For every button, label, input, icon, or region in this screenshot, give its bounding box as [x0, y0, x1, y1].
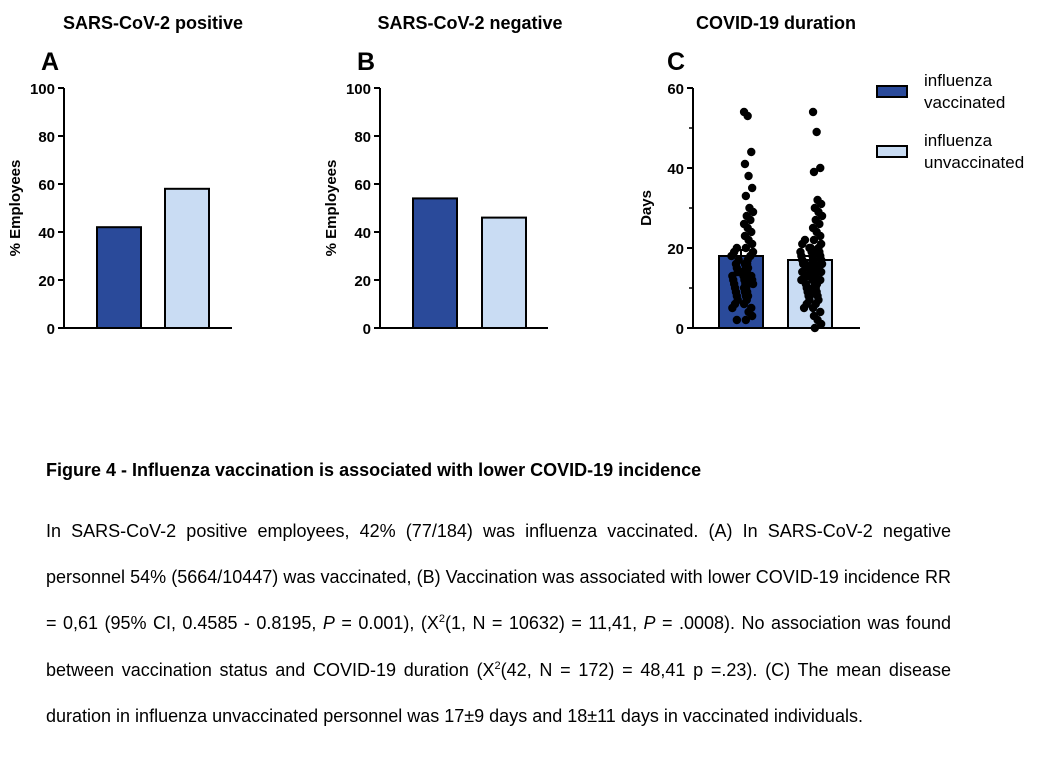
legend-label-unvaccinated-line1: influenza — [924, 131, 993, 150]
data-point-unvaccinated — [798, 239, 807, 249]
figure-charts: SARS-CoV-2 positive A % Employees 0 20 40 6… — [7, 13, 1024, 338]
y-tick-label: 60 — [354, 177, 371, 194]
data-point-unvaccinated — [815, 219, 824, 229]
y-tick-label: 80 — [354, 129, 371, 146]
data-point-unvaccinated — [816, 307, 825, 317]
panel-b-ylabel: % Employees — [323, 160, 340, 257]
panel-c-title: COVID-19 duration — [696, 13, 856, 33]
legend-label-vaccinated-line1: influenza — [924, 71, 993, 90]
data-point-vaccinated — [744, 171, 753, 181]
panel-c-ylabel: Days — [638, 190, 655, 226]
data-point-vaccinated — [747, 227, 756, 237]
caption-italic-p-2: P — [643, 613, 656, 634]
y-tick-label: 40 — [38, 225, 55, 242]
data-point-vaccinated — [747, 239, 757, 249]
y-tick-label: 40 — [667, 161, 684, 178]
y-tick-label: 20 — [354, 273, 371, 290]
panel-a-letter: A — [41, 48, 59, 76]
data-point-vaccinated — [732, 315, 742, 325]
bar-a-vaccinated — [96, 226, 142, 329]
caption-part-1: In SARS-CoV-2 positive employees, 42% (7… — [46, 521, 951, 634]
data-point-vaccinated — [748, 279, 758, 289]
y-tick-label: 40 — [354, 225, 371, 242]
y-tick-label: 0 — [363, 321, 371, 338]
bar-b-vaccinated — [412, 197, 458, 329]
data-point-vaccinated — [740, 159, 750, 169]
panel-b-letter: B — [357, 48, 375, 76]
data-point-unvaccinated — [817, 211, 827, 221]
y-tick-label: 100 — [346, 81, 371, 98]
panel-a: SARS-CoV-2 positive A % Employees 0 20 40 6… — [7, 13, 243, 338]
data-point-vaccinated — [739, 299, 749, 309]
caption-sup-1: 2 — [438, 613, 445, 626]
bar-a-unvaccinated — [164, 187, 210, 329]
data-point-unvaccinated — [816, 319, 826, 329]
figure-caption-title: Figure 4 - Influenza vaccination is asso… — [46, 460, 702, 480]
data-point-unvaccinated — [809, 167, 819, 177]
y-tick-label: 0 — [47, 321, 55, 338]
y-tick-label: 20 — [667, 241, 684, 258]
data-point-unvaccinated — [816, 199, 826, 209]
legend-swatch-vaccinated — [876, 85, 908, 98]
caption-part-2: = 0.001), (X — [334, 613, 439, 634]
figure-caption-body: In SARS-CoV-2 positive employees, 42% (7… — [46, 508, 951, 739]
bar-b-unvaccinated — [481, 216, 527, 330]
panel-b: SARS-CoV-2 negative B % Employees 0 20 40 6… — [323, 13, 563, 338]
y-tick-label: 60 — [38, 177, 55, 194]
caption-italic-p-1: P — [322, 613, 335, 634]
panel-a-title: SARS-CoV-2 positive — [63, 13, 243, 33]
panel-c-letter: C — [667, 48, 685, 76]
data-point-vaccinated — [727, 251, 736, 261]
y-tick-label: 20 — [38, 273, 55, 290]
panel-a-ylabel: % Employees — [7, 160, 24, 257]
panel-c: COVID-19 duration C Days 0 20 40 60 — [638, 13, 860, 338]
data-point-vaccinated — [747, 147, 756, 157]
data-point-vaccinated — [746, 215, 755, 225]
data-point-unvaccinated — [809, 235, 819, 245]
caption-part-4: = .0008). No association was found betwe… — [46, 613, 951, 680]
y-tick-label: 80 — [38, 129, 55, 146]
y-tick-label: 100 — [30, 81, 55, 98]
data-point-unvaccinated — [808, 107, 818, 117]
legend-label-unvaccinated-line2: unvaccinated — [924, 153, 1024, 172]
caption-part-5: (42, N = 172) = 48,41 p =.23). (C) The m… — [46, 659, 951, 726]
y-tick-label: 60 — [667, 81, 684, 98]
data-point-vaccinated — [747, 311, 757, 321]
legend-swatch-unvaccinated — [876, 145, 908, 158]
data-point-vaccinated — [747, 183, 757, 193]
legend: influenza vaccinated influenza unvaccina… — [876, 71, 1024, 172]
data-point-unvaccinated — [816, 163, 825, 173]
data-point-unvaccinated — [816, 231, 825, 241]
data-point-vaccinated — [728, 303, 737, 313]
data-point-vaccinated — [743, 111, 752, 121]
data-point-vaccinated — [741, 191, 751, 201]
data-point-unvaccinated — [812, 127, 821, 137]
data-point-vaccinated — [741, 315, 751, 325]
panel-b-title: SARS-CoV-2 negative — [377, 13, 562, 33]
data-point-vaccinated — [748, 207, 758, 217]
y-tick-label: 0 — [676, 321, 684, 338]
caption-sup-2: 2 — [494, 659, 501, 672]
legend-label-vaccinated-line2: vaccinated — [924, 93, 1005, 112]
caption-part-3: (1, N = 10632) = 11,41, — [444, 613, 644, 634]
data-point-unvaccinated — [808, 303, 818, 313]
data-point-unvaccinated — [799, 303, 809, 313]
